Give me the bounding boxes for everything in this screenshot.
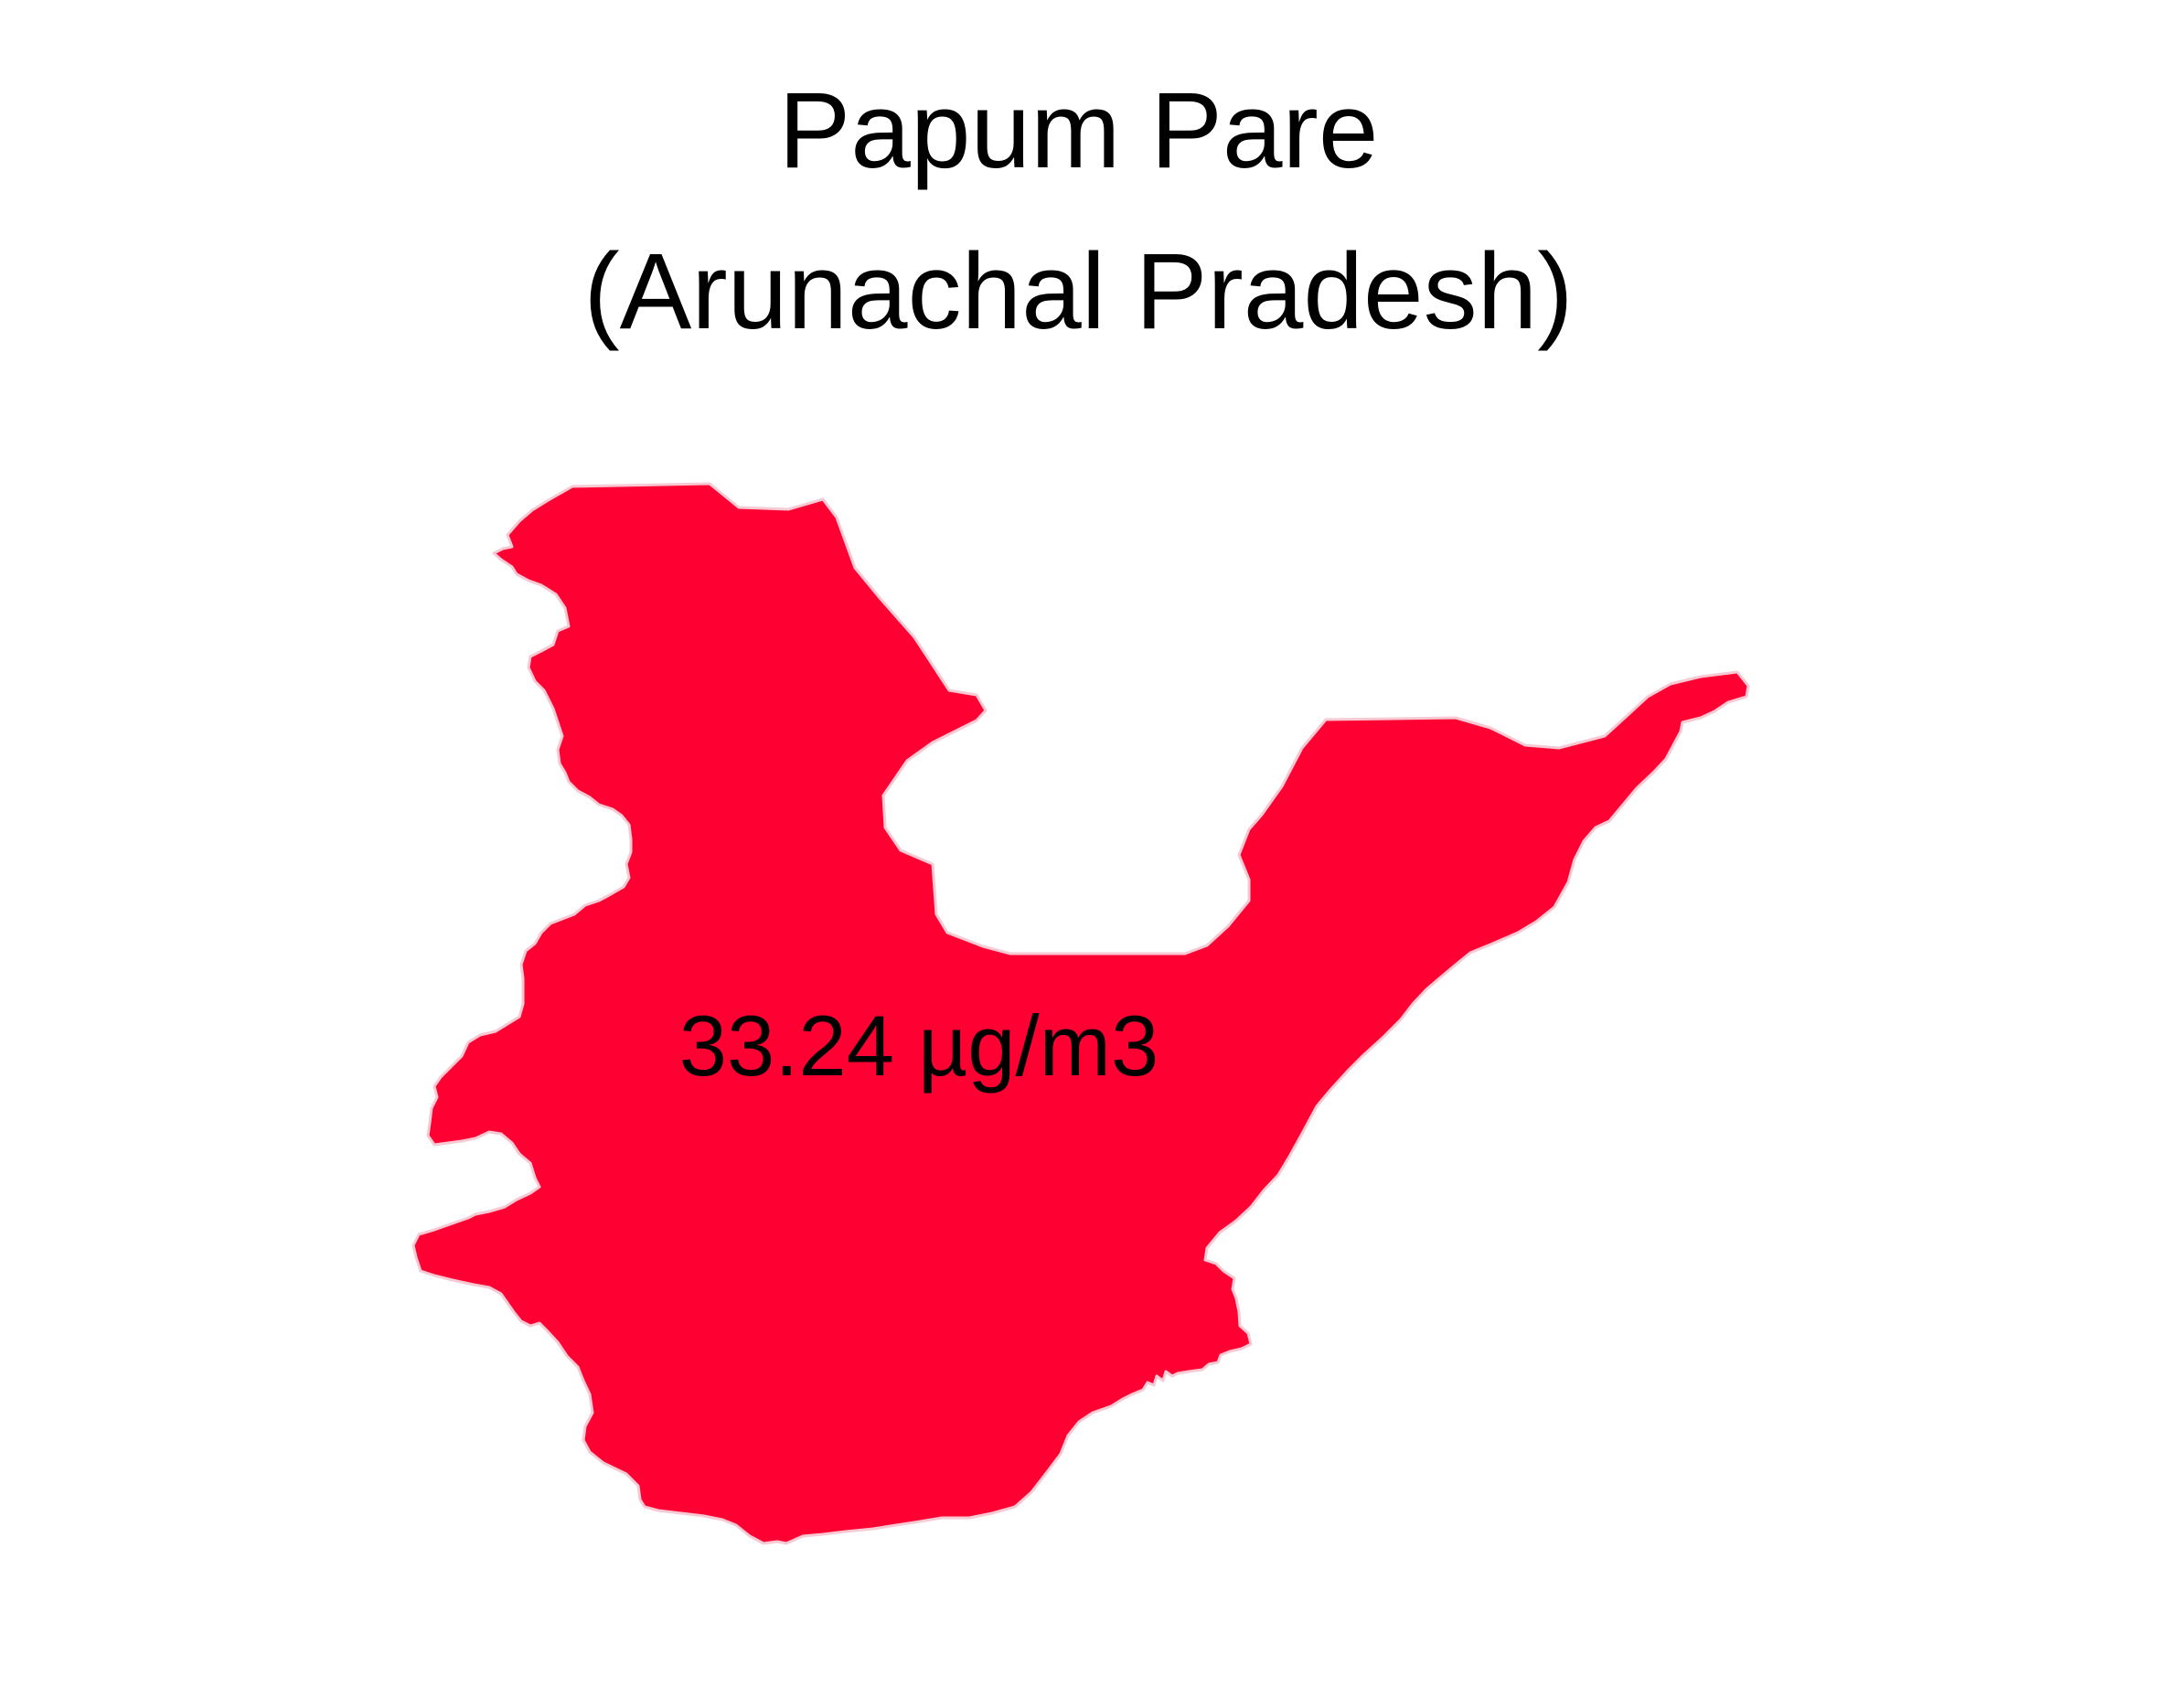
map-subtitle: (Arunachal Pradesh) — [583, 231, 1574, 352]
papum-pare-district-shape — [411, 482, 1750, 1545]
pm25-value-label: 33.24 µg/m3 — [679, 998, 1159, 1094]
map-title-block: Papum Pare (Arunachal Pradesh) — [0, 50, 2157, 372]
map-title: Papum Pare — [778, 70, 1379, 191]
